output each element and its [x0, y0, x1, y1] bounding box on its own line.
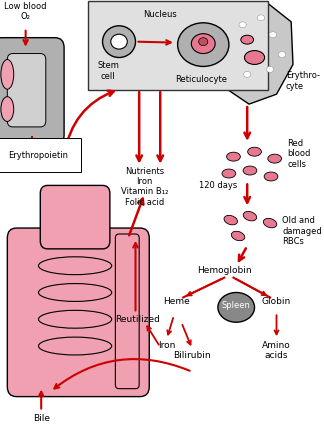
Ellipse shape	[199, 38, 208, 45]
Text: Spleen: Spleen	[222, 301, 251, 310]
Ellipse shape	[102, 26, 135, 57]
Text: Old and
damaged
RBCs: Old and damaged RBCs	[282, 216, 322, 246]
Ellipse shape	[111, 34, 127, 49]
Ellipse shape	[257, 15, 265, 21]
Ellipse shape	[264, 172, 278, 181]
Text: Erythro-
cyte: Erythro- cyte	[286, 71, 320, 91]
Ellipse shape	[224, 215, 237, 225]
Polygon shape	[223, 3, 293, 104]
Text: Heme: Heme	[163, 298, 190, 306]
Ellipse shape	[278, 51, 286, 57]
Ellipse shape	[268, 154, 282, 163]
Text: Nutrients
Iron
Vitamin B₁₂
Folic acid: Nutrients Iron Vitamin B₁₂ Folic acid	[121, 167, 168, 207]
FancyBboxPatch shape	[88, 1, 268, 90]
Text: Reticulocyte: Reticulocyte	[175, 75, 227, 84]
Text: Bile: Bile	[33, 414, 50, 423]
Ellipse shape	[245, 51, 265, 65]
Ellipse shape	[226, 152, 240, 161]
Text: Red
blood
cells: Red blood cells	[287, 139, 311, 169]
Ellipse shape	[248, 147, 261, 156]
Ellipse shape	[239, 22, 246, 28]
Text: Erythropoietin: Erythropoietin	[8, 151, 68, 160]
Text: Nucleus: Nucleus	[143, 10, 177, 19]
FancyBboxPatch shape	[7, 228, 149, 397]
Text: Iron: Iron	[158, 341, 175, 350]
Text: Bilirubin: Bilirubin	[173, 351, 211, 360]
Ellipse shape	[231, 231, 245, 241]
Text: Globin: Globin	[262, 298, 291, 306]
Ellipse shape	[218, 292, 255, 322]
Ellipse shape	[1, 96, 14, 122]
FancyBboxPatch shape	[0, 38, 64, 145]
Ellipse shape	[222, 169, 236, 178]
Ellipse shape	[1, 60, 14, 89]
Ellipse shape	[266, 66, 274, 72]
Text: Stem
cell: Stem cell	[97, 62, 119, 81]
Ellipse shape	[39, 257, 112, 275]
Ellipse shape	[243, 166, 257, 175]
Text: 120 days: 120 days	[199, 181, 237, 190]
Ellipse shape	[263, 218, 277, 228]
Ellipse shape	[39, 337, 112, 355]
Ellipse shape	[244, 71, 251, 77]
Ellipse shape	[269, 32, 276, 38]
Ellipse shape	[178, 23, 229, 66]
FancyBboxPatch shape	[115, 234, 139, 389]
FancyBboxPatch shape	[40, 185, 110, 249]
Text: Reutilized: Reutilized	[115, 315, 160, 324]
FancyBboxPatch shape	[7, 54, 46, 127]
Text: Low blood
O₂: Low blood O₂	[5, 2, 47, 21]
Ellipse shape	[191, 34, 215, 54]
Text: Amino
acids: Amino acids	[262, 341, 291, 360]
Ellipse shape	[39, 283, 112, 301]
Ellipse shape	[39, 310, 112, 328]
Text: Hemoglobin: Hemoglobin	[197, 266, 252, 275]
Ellipse shape	[241, 35, 254, 44]
Ellipse shape	[243, 211, 257, 221]
